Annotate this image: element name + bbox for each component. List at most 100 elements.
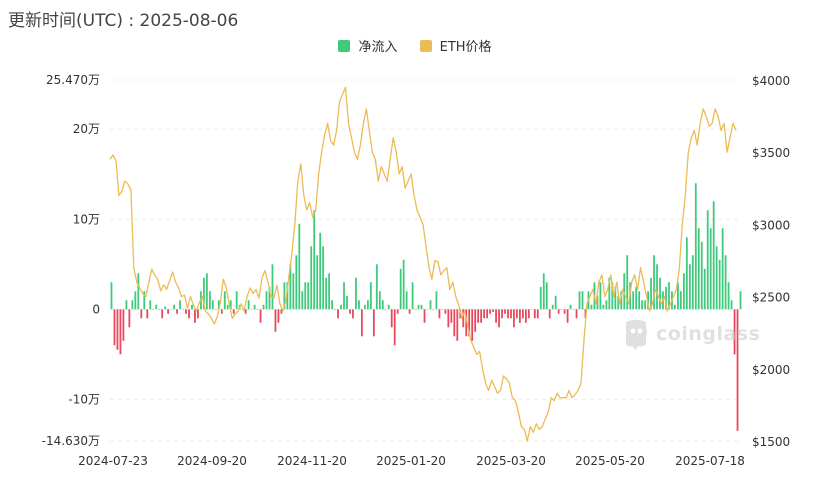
inflow-bar[interactable] [688,264,691,310]
inflow-bar[interactable] [250,309,253,310]
inflow-bar[interactable] [426,309,429,310]
inflow-bar[interactable] [319,232,322,310]
inflow-bar[interactable] [566,309,569,323]
inflow-bar[interactable] [417,304,420,310]
inflow-bar[interactable] [146,309,149,319]
inflow-bar[interactable] [182,309,184,310]
inflow-bar[interactable] [614,286,617,310]
inflow-bar[interactable] [122,309,125,341]
inflow-bar[interactable] [301,291,304,310]
inflow-bar[interactable] [578,291,581,310]
inflow-bar[interactable] [650,277,652,310]
inflow-bar[interactable] [179,300,181,310]
inflow-bar[interactable] [289,264,292,310]
inflow-bar[interactable] [653,255,655,310]
inflow-bar[interactable] [298,223,301,310]
inflow-bar[interactable] [501,309,503,319]
inflow-bar[interactable] [295,255,298,310]
inflow-bar[interactable] [363,304,366,310]
inflow-bar[interactable] [733,309,736,355]
inflow-bar[interactable] [137,273,140,310]
inflow-bar[interactable] [384,309,387,310]
inflow-bar[interactable] [369,282,372,310]
inflow-bar[interactable] [253,304,256,310]
inflow-bar[interactable] [730,300,733,310]
inflow-bar[interactable] [715,246,718,310]
inflow-bar[interactable] [155,304,158,310]
inflow-bar[interactable] [545,282,548,310]
inflow-bar[interactable] [674,304,676,310]
inflow-bar[interactable] [474,309,477,332]
inflow-bar[interactable] [516,309,518,319]
inflow-bar[interactable] [617,295,620,310]
inflow-bar[interactable] [131,300,134,310]
inflow-bar[interactable] [355,277,357,310]
inflow-bar[interactable] [402,259,405,310]
inflow-bar[interactable] [513,309,515,328]
inflow-bar[interactable] [223,291,226,310]
inflow-bar[interactable] [167,309,170,314]
inflow-bar[interactable] [143,291,146,310]
inflow-bar[interactable] [620,291,623,310]
inflow-bar[interactable] [191,304,193,310]
inflow-bar[interactable] [626,255,629,310]
inflow-bar[interactable] [641,300,644,310]
inflow-bar[interactable] [381,300,384,310]
inflow-bar[interactable] [492,309,494,312]
inflow-bar[interactable] [161,309,164,319]
inflow-bar[interactable] [551,304,554,310]
inflow-bar[interactable] [337,309,339,319]
inflow-bar[interactable] [205,273,208,310]
inflow-bar[interactable] [533,309,536,319]
inflow-bar[interactable] [468,309,471,337]
inflow-bar[interactable] [441,309,444,310]
inflow-bar[interactable] [164,306,167,310]
inflow-bar[interactable] [453,309,456,337]
inflow-bar[interactable] [539,286,542,310]
inflow-bar[interactable] [208,291,211,310]
inflow-bar[interactable] [241,309,244,310]
inflow-bar[interactable] [110,282,113,310]
inflow-bar[interactable] [510,309,512,319]
inflow-bar[interactable] [432,309,435,310]
inflow-bar[interactable] [361,309,363,337]
inflow-bar[interactable] [703,268,706,310]
inflow-bar[interactable] [584,309,587,319]
inflow-bar[interactable] [471,309,474,341]
inflow-bar[interactable] [679,291,682,310]
inflow-bar[interactable] [557,309,560,314]
inflow-bar[interactable] [310,246,313,310]
inflow-bar[interactable] [721,228,724,310]
inflow-bar[interactable] [372,309,375,337]
inflow-bar[interactable] [203,277,205,310]
inflow-bar[interactable] [334,309,336,310]
inflow-bar[interactable] [349,309,351,314]
inflow-bar[interactable] [632,291,635,310]
inflow-bar[interactable] [331,300,333,310]
inflow-bar[interactable] [322,246,325,310]
inflow-bar[interactable] [635,286,638,310]
inflow-bar[interactable] [724,255,727,310]
inflow-bar[interactable] [608,277,611,310]
inflow-bar[interactable] [358,300,360,310]
inflow-bar[interactable] [739,291,742,310]
inflow-bar[interactable] [185,309,187,314]
inflow-bar[interactable] [352,309,354,319]
inflow-bar[interactable] [465,309,468,337]
inflow-bar[interactable] [575,309,578,319]
inflow-bar[interactable] [292,273,295,310]
inflow-bar[interactable] [524,309,527,323]
inflow-bar[interactable] [668,282,670,310]
inflow-bar[interactable] [456,309,459,341]
inflow-bar[interactable] [405,291,408,310]
inflow-bar[interactable] [194,309,196,323]
inflow-bar[interactable] [599,282,602,310]
inflow-bar[interactable] [677,282,679,310]
inflow-bar[interactable] [521,309,524,319]
inflow-bar[interactable] [727,282,730,310]
inflow-bar[interactable] [697,228,700,310]
inflow-bar[interactable] [605,300,608,310]
inflow-bar[interactable] [247,300,250,310]
inflow-bar[interactable] [682,273,685,310]
inflow-bar[interactable] [229,300,232,310]
